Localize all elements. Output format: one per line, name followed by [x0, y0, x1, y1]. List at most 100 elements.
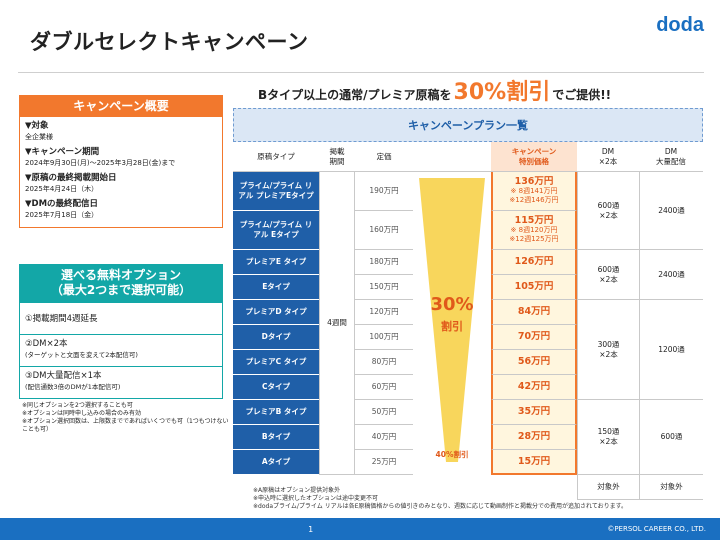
- option-main: ②DM×2本: [25, 339, 68, 349]
- campaign-overview-header: キャンペーン概要: [19, 95, 223, 117]
- doda-logo: doda: [656, 14, 704, 36]
- row-list-price: 190万円: [355, 172, 413, 211]
- dmbulk-value: 600通: [639, 400, 703, 475]
- copyright: ©PERSOL CAREER CO., LTD.: [607, 525, 706, 533]
- special-price-note-12w: ※12週146万円: [509, 196, 559, 204]
- special-price-value: 115万円: [514, 215, 554, 226]
- options-note: ※オプション選択回数は、上限数までであればいくつでも可（1つもつけないことも可）: [22, 418, 229, 433]
- table-row: Dタイプ 100万円 70万円: [233, 325, 703, 350]
- special-price-value: 56万円: [517, 356, 551, 367]
- footnote: ※dodaプライム/プライム リアルは各E原稿価格からの値引きのみとなり、週数に…: [253, 503, 628, 510]
- row-special-price: 136万円 ※ 8週141万円 ※12週146万円: [491, 172, 577, 211]
- table-row: Aタイプ 25万円 15万円: [233, 450, 703, 475]
- page-number: 1: [308, 524, 314, 534]
- row-special-price: 84万円: [491, 300, 577, 325]
- dmbulk-value: 1200通: [639, 300, 703, 400]
- row-type: Aタイプ: [233, 450, 319, 475]
- dm2-value: 150通 ×2本: [577, 400, 639, 475]
- special-price-value: 42万円: [517, 381, 551, 392]
- option-item: ③DM大量配信×1本 (配信通数3倍のDMが1本配信可): [20, 366, 222, 398]
- row-list-price: 80万円: [355, 350, 413, 375]
- special-price-note-8w: ※ 8週141万円: [510, 187, 558, 195]
- campaign-item-value: 2025年7月18日（金）: [25, 211, 99, 219]
- header-blank: [413, 142, 491, 172]
- row-special-price: 42万円: [491, 375, 577, 400]
- row-list-price: 150万円: [355, 275, 413, 300]
- header-price: 定価: [355, 142, 413, 172]
- row-special-price: 105万円: [491, 275, 577, 300]
- table-row: Cタイプ 60万円 42万円: [233, 375, 703, 400]
- row-list-price: 40万円: [355, 425, 413, 450]
- dm2-value: 対象外: [577, 475, 639, 500]
- row-type: プライム/プライム リアル プレミアEタイプ: [233, 172, 319, 211]
- campaign-item-label: ▼原稿の最終掲載開始日: [25, 173, 117, 183]
- dm2-value: 600通 ×2本: [577, 172, 639, 250]
- header-dm2: DM ×2本: [577, 142, 639, 172]
- row-type: プライム/プライム リアル Eタイプ: [233, 211, 319, 250]
- special-price-value: 84万円: [517, 306, 551, 317]
- row-list-price: 50万円: [355, 400, 413, 425]
- options-notes: ※同じオプションを2つ選択することも可 ※オプションは同時申し込みの場合のみ有効 ※…: [22, 402, 232, 434]
- option-main: ③DM大量配信×1本: [25, 371, 102, 381]
- options-header-line2: （最大2つまで選択可能）: [50, 283, 192, 297]
- row-type: Cタイプ: [233, 375, 319, 400]
- table-row: プレミアC タイプ 80万円 56万円: [233, 350, 703, 375]
- options-list: ①掲載期間4週延長 ②DM×2本 (ターゲットと文面を変えて2本配信可) ③DM大量配…: [19, 302, 223, 399]
- campaign-item-value: 2025年4月24日（木）: [25, 185, 99, 193]
- arrow-shape: [419, 178, 485, 462]
- options-header: 選べる無料オプション （最大2つまで選択可能）: [19, 264, 223, 302]
- campaign-item: ▼キャンペーン期間 2024年9月30日(月)～2025年3月28日(金)まで: [25, 146, 217, 169]
- campaign-item-value: 2024年9月30日(月)～2025年3月28日(金)まで: [25, 159, 176, 167]
- option-item: ②DM×2本 (ターゲットと文面を変えて2本配信可): [20, 334, 222, 366]
- options-note: ※同じオプションを2つ選択することも可: [22, 402, 133, 409]
- page-title: ダブルセレクトキャンペーン: [30, 30, 309, 54]
- table-row: Bタイプ 40万円 28万円: [233, 425, 703, 450]
- special-price-value: 15万円: [517, 455, 551, 467]
- row-special-price: 126万円: [491, 250, 577, 275]
- header-special: キャンペーン 特別価格: [491, 142, 577, 172]
- dm2-value: 300通 ×2本: [577, 300, 639, 400]
- dm2-value: 600通 ×2本: [577, 250, 639, 300]
- footnote: ※申込時に選択したオプションは途中変更不可: [253, 495, 379, 502]
- discount-arrow: [419, 178, 485, 462]
- campaign-item: ▼原稿の最終掲載開始日 2025年4月24日（木）: [25, 172, 217, 195]
- special-price-value: 105万円: [514, 281, 554, 292]
- special-price-note-12w: ※12週125万円: [509, 235, 559, 243]
- options-note: ※オプションは同時申し込みの場合のみ有効: [22, 410, 142, 417]
- table-row: プライム/プライム リアル Eタイプ 160万円 115万円 ※ 8週120万円 ※12…: [233, 211, 703, 250]
- campaign-item: ▼DMの最終配信日 2025年7月18日（金）: [25, 198, 217, 221]
- footer-bar: 1 ©PERSOL CAREER CO., LTD.: [0, 518, 720, 540]
- row-special-price: 115万円 ※ 8週120万円 ※12週125万円: [491, 211, 577, 250]
- row-type: プレミアE タイプ: [233, 250, 319, 275]
- option-main: ①掲載期間4週延長: [25, 313, 98, 324]
- row-list-price: 100万円: [355, 325, 413, 350]
- divider: [18, 72, 704, 73]
- dmbulk-value: 2400通: [639, 250, 703, 300]
- row-type: Eタイプ: [233, 275, 319, 300]
- campaign-item-label: ▼対象: [25, 121, 49, 131]
- headline-post: でご提供!!: [552, 88, 612, 102]
- option-item: ①掲載期間4週延長: [20, 302, 222, 334]
- arrow-label: 割引: [441, 320, 463, 333]
- special-price-value: 70万円: [517, 331, 551, 342]
- row-type: プレミアD タイプ: [233, 300, 319, 325]
- table-row: プライム/プライム リアル プレミアEタイプ 190万円 136万円 ※ 8週141万…: [233, 172, 703, 211]
- header-period: 掲載 期間: [319, 142, 355, 172]
- row-type: プレミアC タイプ: [233, 350, 319, 375]
- table-header-row: 原稿タイプ 掲載 期間 定価 キャンペーン 特別価格 DM ×2本 DM 大量配…: [233, 142, 703, 172]
- campaign-item-value: 全企業様: [25, 133, 53, 141]
- campaign-items: ▼対象全企業様 ▼キャンペーン期間 2024年9月30日(月)～2025年3月28日…: [19, 117, 223, 228]
- row-list-price: 160万円: [355, 211, 413, 250]
- row-special-price: 28万円: [491, 425, 577, 450]
- dmbulk-value: 対象外: [639, 475, 703, 500]
- campaign-item-label: ▼キャンペーン期間: [25, 147, 100, 157]
- row-list-price: 25万円: [355, 450, 413, 475]
- table-row: プレミアE タイプ 180万円 126万円: [233, 250, 703, 275]
- row-special-price: 35万円: [491, 400, 577, 425]
- special-price-value: 136万円: [514, 176, 554, 187]
- row-list-price: 120万円: [355, 300, 413, 325]
- campaign-item-label: ▼DMの最終配信日: [25, 199, 99, 209]
- special-price-note-8w: ※ 8週120万円: [510, 226, 558, 234]
- table-body: プライム/プライム リアル プレミアEタイプ 190万円 136万円 ※ 8週141万…: [233, 172, 703, 500]
- row-list-price: 60万円: [355, 375, 413, 400]
